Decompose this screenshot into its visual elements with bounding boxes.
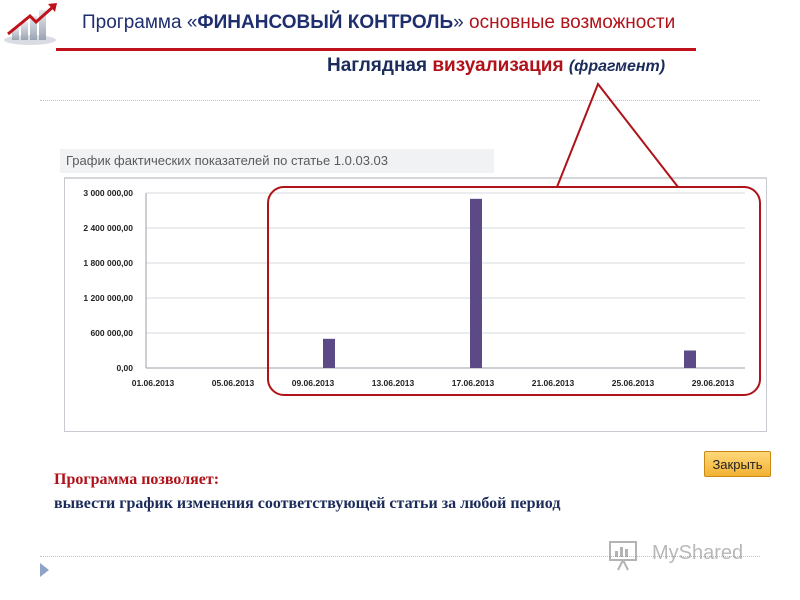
watermark-logo-icon [609, 541, 637, 571]
x-tick-label: 09.06.2013 [292, 378, 335, 388]
subtitle-note: (фрагмент) [568, 58, 666, 75]
chart-title: График фактических показателей по статье… [66, 153, 389, 168]
x-tick-label: 05.06.2013 [212, 378, 255, 388]
y-tick-label: 1 200 000,00 [83, 293, 133, 303]
title-highlight: основные возможности [469, 12, 676, 33]
divider-top [40, 100, 760, 101]
y-tick-label: 3 000 000,00 [83, 188, 133, 198]
divider-bottom [40, 556, 760, 557]
close-button[interactable]: Закрыть [704, 451, 771, 477]
callout-frame [267, 186, 761, 396]
chart-bar [323, 338, 335, 368]
x-tick-label: 29.06.2013 [692, 378, 735, 388]
callout-pointer [556, 82, 679, 188]
x-tick-label: 13.06.2013 [372, 378, 415, 388]
chart-frame [64, 177, 767, 432]
chart-bars [323, 198, 696, 368]
chart-header-bar [60, 149, 494, 173]
chart-bar [684, 350, 696, 368]
subtitle-highlight: визуализация [432, 55, 564, 76]
next-slide-arrow-icon[interactable] [40, 563, 49, 577]
chart-bar [470, 198, 482, 368]
y-tick-label: 2 400 000,00 [83, 223, 133, 233]
program-name: ФИНАНСОВЫЙ КОНТРОЛЬ [197, 12, 454, 33]
page-subtitle: Наглядная визуализация (фрагмент) [327, 55, 666, 76]
x-axis-ticks: 01.06.2013 05.06.2013 09.06.2013 13.06.2013… [132, 378, 735, 388]
x-tick-label: 01.06.2013 [132, 378, 175, 388]
logo-chart-icon [4, 3, 57, 45]
page-title: Программа «ФИНАНСОВЫЙ КОНТРОЛЬ» основные… [82, 12, 676, 33]
description-text: вывести график изменения соответствующей… [54, 495, 561, 512]
x-tick-label: 17.06.2013 [452, 378, 495, 388]
y-tick-label: 0,00 [116, 363, 133, 373]
x-tick-label: 25.06.2013 [612, 378, 655, 388]
description-label: Программа позволяет: [54, 471, 220, 488]
y-tick-label: 1 800 000,00 [83, 258, 133, 268]
title-underline [56, 48, 696, 51]
y-axis-ticks: 0,00 600 000,00 1 200 000,00 1 800 000,00 2 … [83, 188, 133, 373]
chart-grid [145, 192, 745, 369]
y-tick-label: 600 000,00 [90, 328, 133, 338]
watermark-text: MyShared [652, 542, 744, 564]
x-tick-label: 21.06.2013 [532, 378, 575, 388]
